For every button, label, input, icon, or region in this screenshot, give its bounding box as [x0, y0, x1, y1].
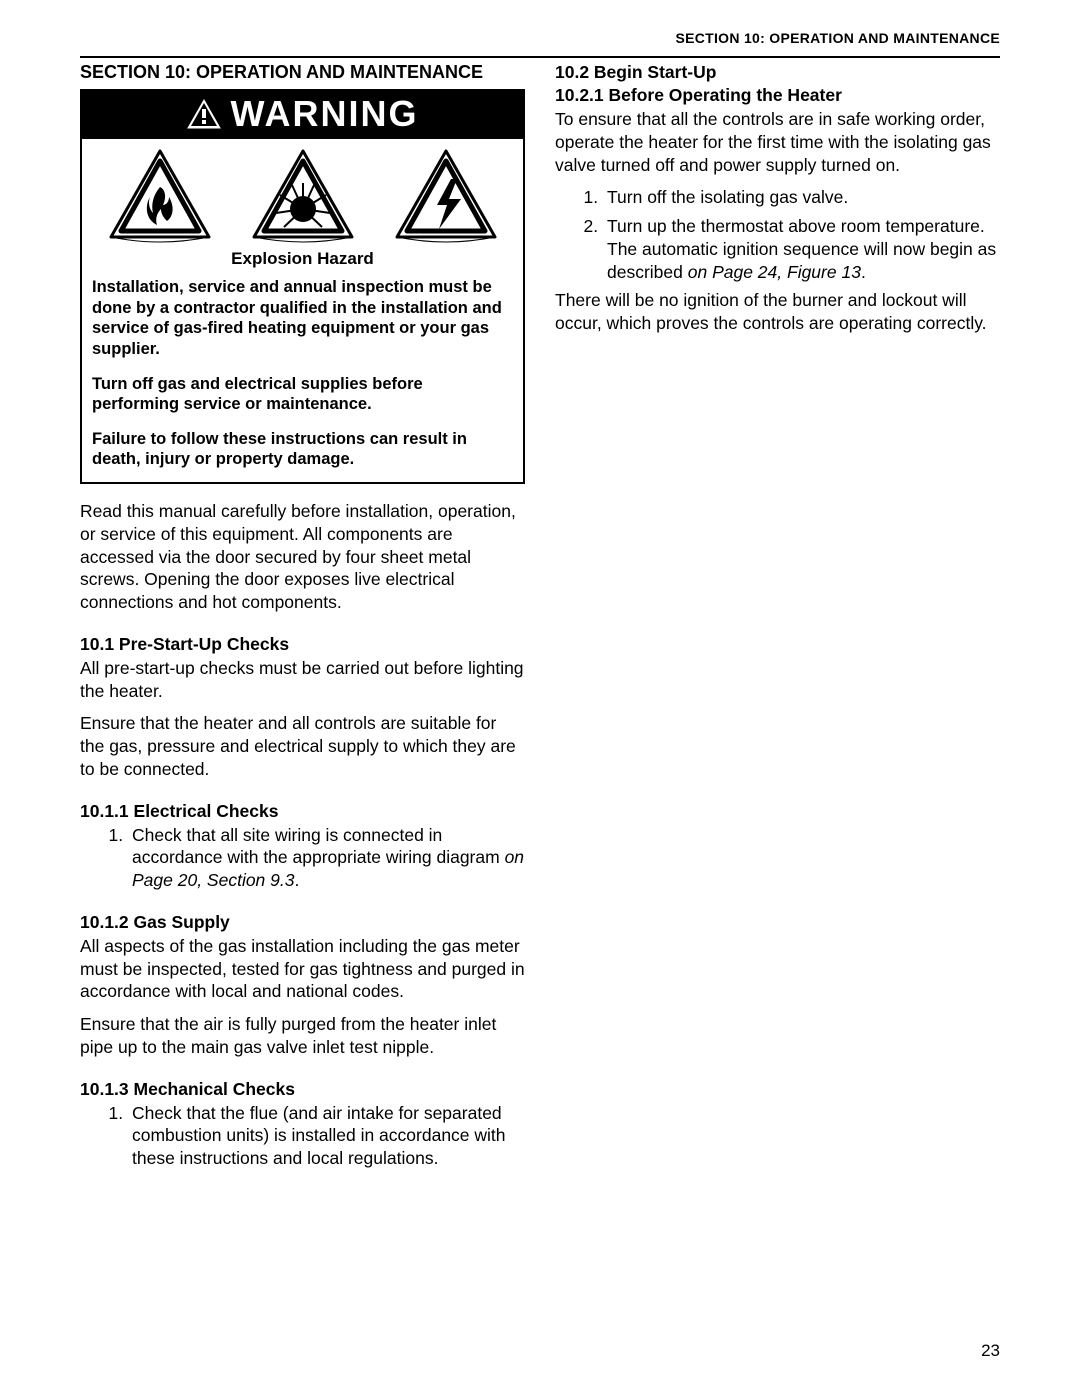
intro-paragraph: Read this manual carefully before instal…	[80, 500, 525, 614]
body-paragraph: To ensure that all the controls are in s…	[555, 108, 1000, 176]
body-paragraph: There will be no ignition of the burner …	[555, 289, 1000, 335]
running-header: SECTION 10: OPERATION AND MAINTENANCE	[80, 30, 1000, 46]
list-text: Check that all site wiring is connected …	[132, 825, 505, 868]
warning-header: WARNING	[82, 91, 523, 139]
heading-10-2-1: 10.2.1 Before Operating the Heater	[555, 85, 1000, 106]
warning-paragraph: Turn off gas and electrical supplies bef…	[92, 374, 513, 415]
page-reference: on Page 24, Figure 13	[688, 262, 861, 282]
body-paragraph: Ensure that the air is fully purged from…	[80, 1013, 525, 1059]
fire-hazard-icon	[105, 147, 215, 243]
startup-steps-list: Turn off the isolating gas valve. Turn u…	[555, 186, 1000, 283]
body-paragraph: All pre-start-up checks must be carried …	[80, 657, 525, 703]
list-item: Check that the flue (and air intake for …	[128, 1102, 525, 1170]
heading-10-1-1: 10.1.1 Electrical Checks	[80, 801, 525, 822]
list-item: Turn up the thermostat above room temper…	[603, 215, 1000, 283]
list-text: .	[861, 262, 866, 282]
electrical-checks-list: Check that all site wiring is connected …	[80, 824, 525, 892]
right-column: 10.2 Begin Start-Up 10.2.1 Before Operat…	[555, 62, 1000, 1176]
body-paragraph: All aspects of the gas installation incl…	[80, 935, 525, 1003]
hazard-icon-row	[82, 139, 523, 249]
two-column-layout: SECTION 10: OPERATION AND MAINTENANCE WA…	[80, 62, 1000, 1176]
mechanical-checks-list: Check that the flue (and air intake for …	[80, 1102, 525, 1170]
electrical-hazard-icon	[391, 147, 501, 243]
heading-10-1-2: 10.1.2 Gas Supply	[80, 912, 525, 933]
left-column: SECTION 10: OPERATION AND MAINTENANCE WA…	[80, 62, 525, 1176]
warning-paragraph: Installation, service and annual inspect…	[92, 277, 513, 360]
list-item: Check that all site wiring is connected …	[128, 824, 525, 892]
list-text: .	[294, 870, 299, 890]
warning-box: WARNING	[80, 89, 525, 484]
warning-word: WARNING	[231, 93, 419, 135]
section-title: SECTION 10: OPERATION AND MAINTENANCE	[80, 62, 525, 83]
list-item: Turn off the isolating gas valve.	[603, 186, 1000, 209]
warning-paragraph: Failure to follow these instructions can…	[92, 429, 513, 470]
warning-body: Installation, service and annual inspect…	[82, 277, 523, 482]
hazard-title: Explosion Hazard	[82, 249, 523, 277]
header-rule	[80, 56, 1000, 58]
heading-10-2: 10.2 Begin Start-Up	[555, 62, 1000, 83]
heading-10-1-3: 10.1.3 Mechanical Checks	[80, 1079, 525, 1100]
page-number: 23	[981, 1341, 1000, 1361]
alert-triangle-icon	[187, 99, 221, 129]
heading-10-1: 10.1 Pre-Start-Up Checks	[80, 634, 525, 655]
explosion-hazard-icon	[248, 147, 358, 243]
body-paragraph: Ensure that the heater and all controls …	[80, 712, 525, 780]
